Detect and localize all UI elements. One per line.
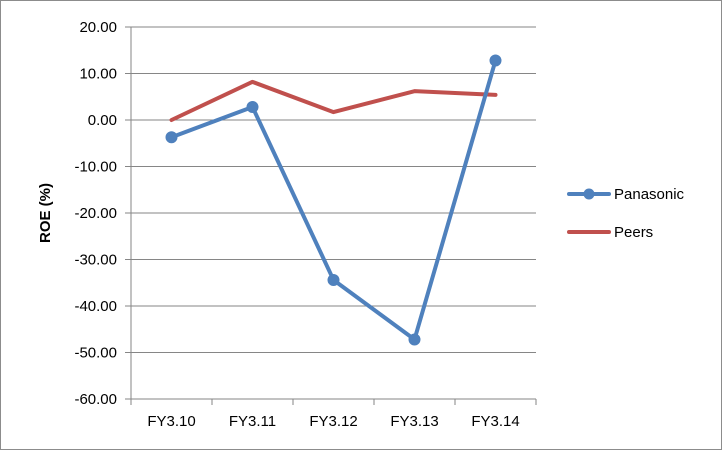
x-tick-label: FY3.14	[471, 413, 519, 430]
gridlines	[131, 26, 536, 353]
y-tick-label: -50.00	[74, 345, 117, 362]
y-tick-label: -20.00	[74, 205, 117, 222]
x-tick-label: FY3.13	[390, 413, 438, 430]
series	[165, 54, 502, 346]
x-tick-label: FY3.12	[309, 413, 357, 430]
y-axis-tick-labels: 20.00 10.00 0.00 -10.00 -20.00 -30.00 -40.00 -5…	[74, 19, 117, 408]
y-tick-label: 20.00	[79, 19, 117, 36]
axes	[125, 26, 537, 405]
data-point-panasonic	[327, 273, 340, 286]
series-line-panasonic	[169, 58, 498, 342]
x-tick-label: FY3.11	[229, 413, 276, 430]
y-tick-label: -10.00	[74, 159, 117, 176]
x-axis-tick-labels: FY3.10 FY3.11 FY3.12 FY3.13 FY3.14	[147, 413, 519, 430]
series-line-peers	[169, 79, 498, 122]
y-tick-label: -30.00	[74, 252, 117, 269]
data-point-panasonic	[246, 100, 259, 113]
y-tick-label: 0.00	[88, 112, 117, 129]
y-tick-label: 10.00	[79, 66, 117, 83]
legend-label-peers: Peers	[614, 224, 653, 241]
y-axis-title: ROE (%)	[37, 183, 54, 243]
legend-marker-panasonic	[583, 188, 595, 200]
legend: Panasonic Peers	[567, 186, 685, 241]
legend-label-panasonic: Panasonic	[614, 186, 685, 203]
y-tick-label: -40.00	[74, 298, 117, 315]
y-tick-label: -60.00	[74, 391, 117, 408]
data-point-panasonic	[408, 333, 421, 346]
data-point-panasonic	[489, 54, 502, 67]
data-point-panasonic	[165, 131, 178, 144]
x-tick-label: FY3.10	[147, 413, 195, 430]
